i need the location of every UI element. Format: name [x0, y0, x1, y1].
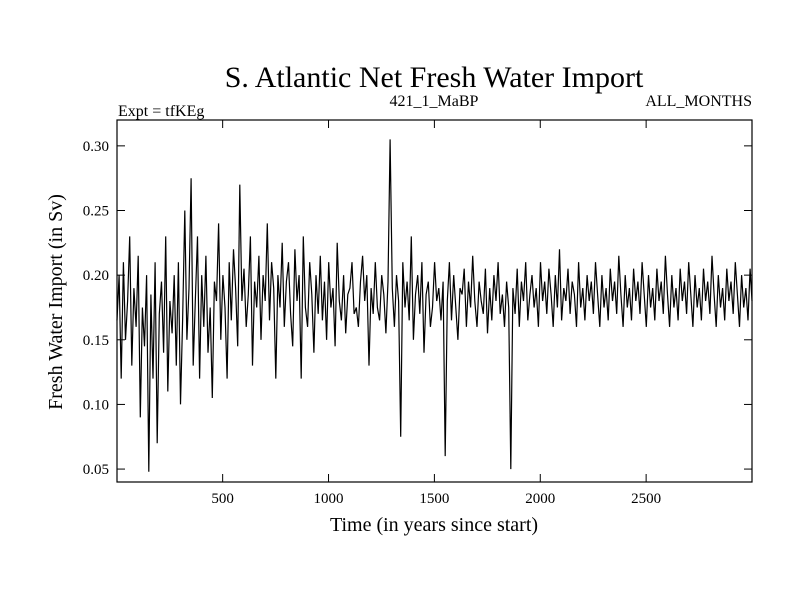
y-tick-label: 0.10: [83, 397, 109, 413]
x-tick-label: 2000: [525, 491, 555, 507]
x-tick-label: 1500: [419, 491, 449, 507]
y-tick-label: 0.30: [83, 139, 109, 155]
y-tick-label: 0.05: [83, 462, 109, 478]
plot-frame: [116, 119, 753, 483]
y-tick-label: 0.15: [83, 333, 109, 349]
y-axis-title: Fresh Water Import (in Sv): [45, 194, 67, 410]
series-line: [116, 139, 753, 472]
run-id-label: 421_1_MaBP: [390, 93, 479, 110]
x-tick-label: 1000: [314, 491, 344, 507]
y-tick-label: 0.25: [83, 204, 109, 220]
months-label: ALL_MONTHS: [645, 93, 752, 110]
x-axis-title: Time (in years since start): [330, 514, 538, 536]
x-tick-label: 500: [211, 491, 234, 507]
axis-ticks: 500 1000 1500 2000 2500 0.05 0.10 0.15 0.20 0.25 0…: [83, 120, 752, 507]
x-tick-label: 2500: [631, 491, 661, 507]
y-tick-label: 0.20: [83, 268, 109, 284]
chart-title: S. Atlantic Net Fresh Water Import: [225, 61, 644, 94]
expt-label: Expt = tfKEg: [118, 103, 204, 120]
